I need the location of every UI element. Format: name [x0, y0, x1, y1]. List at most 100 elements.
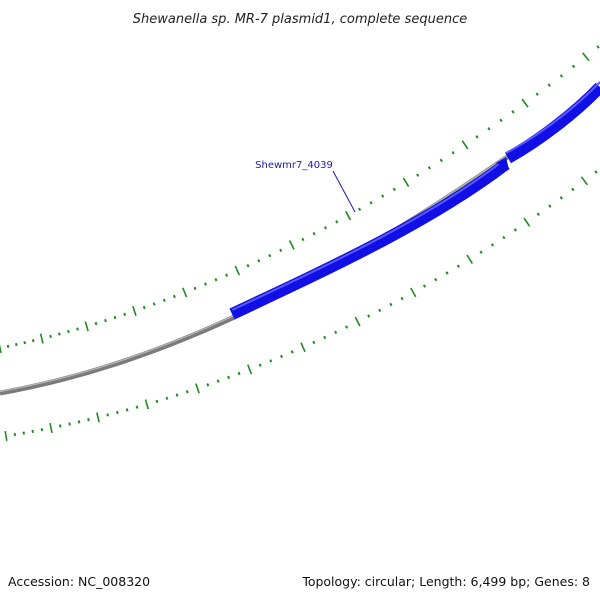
- ruler-major-tick: [84, 321, 89, 332]
- ruler-minor-tick: [312, 340, 316, 345]
- inner-bp-ruler: [4, 170, 598, 442]
- topology-summary: Topology: circular; Length: 6,499 bp; Ge…: [301, 574, 590, 589]
- ruler-major-tick: [354, 316, 361, 327]
- ruler-minor-tick: [59, 424, 62, 428]
- adjacent-gene-arrow[interactable]: [505, 82, 600, 164]
- ruler-minor-tick: [445, 271, 449, 275]
- ruler-minor-tick: [6, 344, 10, 348]
- ruler-minor-tick: [216, 379, 220, 383]
- gene-feature-shewmr7-4039[interactable]: [229, 157, 510, 320]
- ruler-minor-tick: [279, 248, 283, 253]
- ruler-major-tick: [288, 240, 295, 250]
- ruler-minor-tick: [416, 173, 420, 177]
- ruler-minor-tick: [358, 207, 362, 212]
- ruler-minor-tick: [559, 196, 564, 200]
- ruler-minor-tick: [290, 350, 294, 354]
- ruler-minor-tick: [123, 312, 127, 317]
- ruler-minor-tick: [571, 64, 576, 69]
- ruler-minor-tick: [193, 286, 197, 291]
- ruler-minor-tick: [535, 92, 539, 96]
- ruler-minor-tick: [258, 363, 262, 367]
- ruler-minor-tick: [76, 327, 79, 331]
- ruler-minor-tick: [456, 264, 460, 268]
- ruler-minor-tick: [23, 341, 26, 345]
- ruler-minor-tick: [367, 314, 371, 318]
- ruler-minor-tick: [13, 433, 17, 437]
- ruler-minor-tick: [499, 118, 503, 123]
- ruler-major-tick: [466, 254, 473, 265]
- ruler-minor-tick: [246, 263, 250, 268]
- ruler-major-tick: [402, 177, 410, 188]
- ruler-minor-tick: [511, 110, 515, 114]
- ruler-minor-tick: [334, 330, 338, 335]
- ruler-minor-tick: [422, 284, 427, 288]
- ruler-minor-tick: [155, 399, 159, 403]
- ruler-major-tick: [144, 399, 150, 410]
- ruler-minor-tick: [312, 231, 316, 236]
- ruler-minor-tick: [113, 315, 117, 320]
- ruler-major-tick: [39, 333, 44, 344]
- ruler-minor-tick: [389, 302, 393, 307]
- ruler-minor-tick: [475, 135, 479, 139]
- ruler-major-tick: [344, 210, 352, 221]
- ruler-minor-tick: [434, 277, 438, 282]
- ruler-minor-tick: [439, 158, 443, 163]
- ruler-major-tick: [182, 287, 188, 298]
- ruler-major-tick: [132, 306, 137, 316]
- ruler-major-tick: [580, 176, 589, 186]
- gene-arrow-head: [496, 157, 509, 170]
- ruler-minor-tick: [369, 201, 373, 205]
- ruler-major-tick: [4, 430, 8, 442]
- gene-label-leader: [332, 170, 356, 213]
- ruler-minor-tick: [536, 212, 540, 216]
- ruler-major-tick: [234, 265, 241, 276]
- ruler-minor-tick: [162, 298, 166, 302]
- ruler-major-tick: [247, 364, 253, 375]
- gene-arrow[interactable]: [229, 159, 510, 320]
- ruler-minor-tick: [427, 166, 432, 170]
- ruler-major-tick: [521, 98, 529, 108]
- ruler-minor-tick: [513, 228, 517, 232]
- ruler-minor-tick: [40, 428, 44, 432]
- ruler-minor-tick: [104, 318, 107, 323]
- ruler-major-tick: [96, 412, 100, 423]
- backbone-circle-highlight: [0, 88, 600, 393]
- ruler-major-tick: [461, 140, 469, 150]
- ruler-minor-tick: [487, 127, 491, 131]
- backbone-circle: [0, 87, 600, 396]
- ruler-major-tick: [582, 52, 590, 62]
- accession-text: Accession: NC_008320: [8, 574, 150, 589]
- ruler-minor-tick: [345, 325, 349, 329]
- ruler-minor-tick: [237, 371, 241, 376]
- ruler-minor-tick: [67, 329, 70, 334]
- ruler-major-tick: [0, 343, 2, 354]
- ruler-minor-tick: [225, 273, 229, 277]
- ruler-minor-tick: [152, 302, 156, 306]
- ruler-minor-tick: [381, 194, 385, 198]
- adjacent-gene-highlight: [505, 81, 600, 154]
- ruler-minor-tick: [571, 187, 575, 192]
- ruler-minor-tick: [206, 383, 210, 387]
- ruler-minor-tick: [94, 321, 98, 326]
- ruler-minor-tick: [479, 250, 483, 254]
- ruler-minor-tick: [87, 418, 90, 422]
- map-title: Shewanella sp. MR-7 plasmid1, complete s…: [133, 12, 467, 27]
- ruler-minor-tick: [49, 334, 52, 338]
- ruler-minor-tick: [31, 339, 35, 343]
- ruler-minor-tick: [301, 237, 305, 242]
- ruler-minor-tick: [135, 405, 139, 409]
- ruler-minor-tick: [269, 359, 273, 363]
- ruler-minor-tick: [185, 390, 189, 394]
- ruler-major-tick: [300, 342, 306, 353]
- gene-arrow-highlight: [231, 159, 505, 311]
- ruler-minor-tick: [68, 422, 71, 426]
- gene-feature-adjacent[interactable]: [505, 81, 600, 164]
- gene-label[interactable]: Shewmr7_4039: [255, 160, 333, 171]
- outer-bp-ruler: [0, 45, 600, 354]
- ruler-minor-tick: [451, 150, 455, 155]
- ruler-minor-tick: [142, 305, 146, 310]
- ruler-minor-tick: [227, 375, 231, 380]
- ruler-minor-tick: [203, 282, 207, 286]
- ruler-minor-tick: [323, 335, 327, 340]
